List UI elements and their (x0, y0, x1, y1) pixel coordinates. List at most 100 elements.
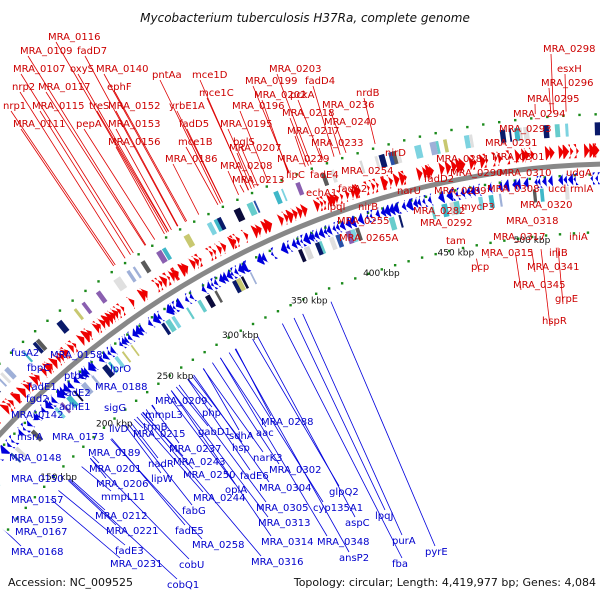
gene-label[interactable]: MRA_0240 (324, 117, 376, 128)
gene-label[interactable]: rmlA (570, 184, 593, 195)
gene-label[interactable]: MRA_0206 (96, 479, 148, 490)
gene-label[interactable]: pepA (76, 119, 102, 130)
gene-label[interactable]: iniA (569, 232, 588, 243)
gene-label[interactable]: fbpC (27, 363, 50, 374)
gene-label[interactable]: cobQ1 (167, 580, 199, 591)
gene-label[interactable]: fgd2 (26, 394, 49, 405)
gene-label[interactable]: MRA_0217 (287, 126, 339, 137)
gene-label[interactable]: purA (392, 536, 416, 547)
gene-label[interactable]: MRA_0212 (95, 511, 147, 522)
gene-label[interactable]: ucd (548, 184, 566, 195)
gene-label[interactable]: MRA_0295 (527, 94, 579, 105)
gene-label[interactable]: MRA_0320 (520, 200, 572, 211)
gene-label[interactable]: pntAa (152, 70, 182, 81)
gene-label[interactable]: fadD5 (179, 119, 209, 130)
gene-label[interactable]: fadD4 (305, 76, 335, 87)
gene-label[interactable]: MRA_0315 (481, 248, 533, 259)
gene-label[interactable]: hsp (232, 443, 250, 454)
gene-label[interactable]: MRA_0152 (108, 101, 160, 112)
gene-label[interactable]: MRA_0116 (48, 32, 100, 43)
gene-label[interactable]: MRA_0294 (513, 109, 565, 120)
gene-label[interactable]: MRA_0117 (38, 82, 90, 93)
gene-label[interactable]: MRA_0316 (251, 557, 303, 568)
gene-label[interactable]: MRA_0213 (232, 175, 284, 186)
gene-label[interactable]: MRA_0209 (155, 396, 207, 407)
gene-label[interactable]: MRA_0231 (110, 559, 162, 570)
gene-label[interactable]: MRA_0208 (220, 161, 272, 172)
gene-label[interactable]: MRA_0296 (541, 78, 593, 89)
gene-label[interactable]: MRA_0265A (339, 233, 398, 244)
gene-label[interactable]: fadE1 (28, 382, 57, 393)
gene-label[interactable]: MRA_0255 (337, 216, 389, 227)
gene-label[interactable]: adhE1 (59, 402, 91, 413)
gene-label[interactable]: nrp1 (3, 101, 26, 112)
gene-label[interactable]: fba (392, 559, 408, 570)
gene-label[interactable]: MRA_0345 (513, 280, 565, 291)
gene-label[interactable]: fadD7 (77, 46, 107, 57)
gene-label[interactable]: lprO (110, 364, 131, 375)
gene-label[interactable]: ephF (107, 82, 132, 93)
gene-label[interactable]: MRA_0111 (13, 119, 65, 130)
gene-label[interactable]: gabD1 (198, 427, 231, 438)
gene-label[interactable]: bglS (233, 137, 255, 148)
gene-label[interactable]: MRA_0203 (269, 64, 321, 75)
gene-label[interactable]: oplA (225, 485, 247, 496)
gene-label[interactable]: MRA_0173 (52, 432, 104, 443)
gene-label[interactable]: MRA_0298 (543, 44, 595, 55)
gene-label[interactable]: MRA_0293 (499, 124, 551, 135)
gene-label[interactable]: fadE3 (115, 546, 144, 557)
gene-label[interactable]: MRA_0140 (96, 64, 148, 75)
gene-label[interactable]: MRA_0142 (11, 410, 63, 421)
gene-label[interactable]: sigG (104, 403, 126, 414)
gene-label[interactable]: php (202, 408, 221, 419)
gene-label[interactable]: echA1 (306, 188, 337, 199)
gene-label[interactable]: MRA_0284 (436, 154, 488, 165)
gene-label[interactable]: MRA_0291 (485, 138, 537, 149)
gene-label[interactable]: MRA_0156 (108, 137, 160, 148)
gene-label[interactable]: MRA_0148 (9, 453, 61, 464)
gene-label[interactable]: trmB (143, 422, 168, 433)
gene-label[interactable]: lipC (286, 170, 305, 181)
gene-label[interactable]: pcp (471, 262, 489, 273)
gene-label[interactable]: fadE2 (62, 388, 91, 399)
gene-label[interactable]: MRA_0159 (11, 515, 63, 526)
gene-label[interactable]: MRA_0308 (487, 184, 539, 195)
gene-label[interactable]: MRA_0153 (108, 119, 160, 130)
gene-label[interactable]: MRA_0243 (173, 457, 225, 468)
gene-label[interactable]: MRA_0109 (20, 46, 72, 57)
gene-label[interactable]: fadE5 (175, 526, 204, 537)
gene-label[interactable]: MRA_0107 (13, 64, 65, 75)
gene-label[interactable]: MRA_0317 (493, 232, 545, 243)
gene-label[interactable]: iniB (549, 248, 568, 259)
gene-label[interactable]: MRA_0196 (232, 101, 284, 112)
gene-label[interactable]: nrdB (356, 88, 380, 99)
gene-label[interactable]: MRA_0305 (256, 503, 308, 514)
gene-label[interactable]: grpE (555, 294, 578, 305)
gene-label[interactable]: MRA_0237 (169, 444, 221, 455)
gene-label[interactable]: MRA_0250 (183, 470, 235, 481)
gene-label[interactable]: MRA_0313 (258, 518, 310, 529)
gene-label[interactable]: mmpL11 (101, 492, 145, 503)
gene-label[interactable]: MRA_0150 (11, 474, 63, 485)
gene-label[interactable]: MRA_0221 (106, 526, 158, 537)
gene-label[interactable]: MRA_0254 (341, 166, 393, 177)
gene-label[interactable]: MRA_0348 (317, 537, 369, 548)
gene-label[interactable]: nirD (385, 148, 406, 159)
gene-label[interactable]: MRA_0229 (277, 154, 329, 165)
gene-label[interactable]: nirB (358, 202, 378, 213)
gene-label[interactable]: MRA_0207 (229, 143, 281, 154)
gene-label[interactable]: fadA2 (338, 184, 367, 195)
gene-label[interactable]: udgA (566, 168, 592, 179)
gene-label[interactable]: MRA_0115 (32, 101, 84, 112)
gene-label[interactable]: lpqJ (375, 511, 393, 522)
gene-label[interactable]: cobU (179, 560, 204, 571)
gene-label[interactable]: MRA_0199 (245, 76, 297, 87)
gene-label[interactable]: mce1C (199, 88, 234, 99)
gene-label[interactable]: glpQ2 (329, 487, 359, 498)
gene-label[interactable]: sdhA (229, 431, 254, 442)
gene-label[interactable]: MRA_0215 (133, 429, 185, 440)
gene-label[interactable]: aac (256, 428, 274, 439)
gene-label[interactable]: MRA_0289 (434, 186, 486, 197)
gene-label[interactable]: msrA (17, 432, 43, 443)
gene-label[interactable]: ansP2 (339, 553, 369, 564)
